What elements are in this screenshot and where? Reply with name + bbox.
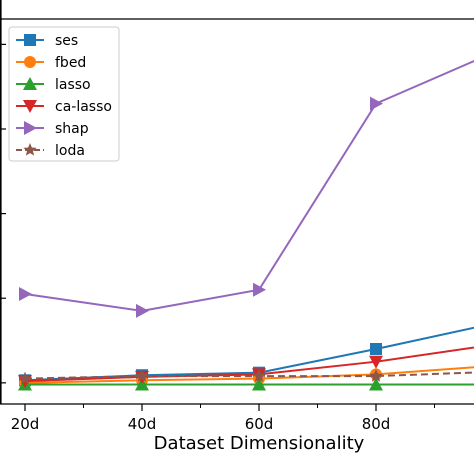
data-point-shap-40d [136, 303, 149, 318]
data-point-loda-60d [252, 369, 266, 382]
data-point-loda-40d [135, 369, 149, 382]
legend-label: ca-lasso [55, 99, 112, 115]
data-point-shap-80d [370, 96, 383, 111]
data-point-loda-80d [369, 369, 383, 382]
series-loda [18, 369, 474, 385]
legend-marker-loda [23, 143, 37, 156]
data-point-shap-60d [253, 282, 266, 297]
x-tick-label: 80d [362, 415, 391, 433]
ticks-layer: 20d 40d 60d 80d [0, 43, 435, 433]
x-axis-title: Dataset Dimensionality [154, 433, 365, 454]
data-point-lasso-60d [252, 377, 266, 391]
legend-item-fbed: fbed [16, 55, 86, 71]
legend: ses fbed lasso ca-lasso shap loda [8, 26, 120, 162]
legend-label: fbed [55, 55, 86, 71]
legend-marker-ses [24, 34, 36, 46]
x-tick-label: 40d [128, 415, 157, 433]
legend-label: ses [55, 33, 78, 49]
series-layer [18, 60, 474, 391]
legend-item-shap: shap [16, 121, 89, 137]
data-point-shap-20d [19, 287, 32, 301]
x-tick-label: 60d [245, 415, 274, 433]
legend-marker-fbed [24, 56, 36, 68]
legend-marker-lasso [23, 77, 37, 90]
data-point-ca-lasso-80d [369, 355, 383, 369]
legend-item-loda: loda [16, 143, 85, 159]
legend-label: shap [55, 121, 89, 137]
legend-label: lasso [55, 77, 91, 93]
legend-item-ses: ses [16, 33, 78, 49]
data-point-ses-80d [370, 343, 382, 355]
series-shap [19, 60, 474, 318]
axes-layer [0, 0, 474, 405]
data-point-lasso-80d [369, 377, 383, 391]
legend-label: loda [55, 143, 85, 159]
legend-marker-shap [24, 121, 37, 135]
data-point-loda-20d [18, 371, 32, 385]
legend-item-lasso: lasso [16, 77, 91, 93]
legend-marker-ca-lasso [23, 100, 37, 113]
data-point-lasso-40d [135, 377, 149, 391]
x-tick-label: 20d [11, 415, 40, 433]
legend-item-ca-lasso: ca-lasso [16, 99, 112, 115]
